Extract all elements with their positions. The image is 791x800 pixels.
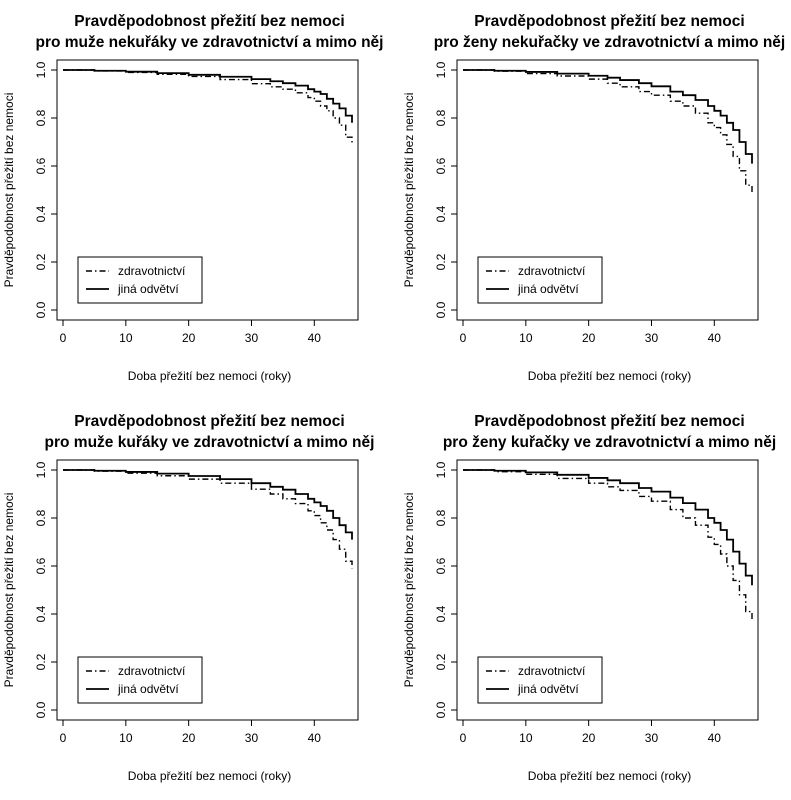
legend: zdravotnictví jiná odvětví [477,656,603,704]
chart-title: Pravděpodobnost přežití bez nemoci [74,13,344,30]
legend-label: jiná odvětví [117,682,179,696]
y-tick-label: 0.8 [434,109,448,126]
x-tick-label: 40 [308,731,322,745]
x-tick-label: 20 [182,331,196,345]
legend-box [477,256,603,304]
y-tick-label: 0.8 [434,509,448,526]
legend: zdravotnictví jiná odvětví [477,256,603,304]
y-axis-label: Pravděpodobnost přežití bez nemoci [2,493,16,688]
chart-subtitle: pro muže kuřáky ve zdravotnictví a mimo … [45,434,375,451]
chart-subtitle: pro ženy nekuřačky ve zdravotnictví a mi… [434,34,785,51]
series-line-jina-odvetvi [63,469,353,540]
x-tick-label: 30 [645,331,659,345]
y-axis-label: Pravděpodobnost přežití bez nemoci [402,93,416,288]
x-tick-label: 0 [460,331,467,345]
y-tick-label: 0.0 [34,701,48,718]
plot-frame [456,59,759,321]
x-tick-label: 20 [182,731,196,745]
plot-frame [56,59,359,321]
x-axis-label: Doba přežití bez nemoci (roky) [528,769,691,783]
x-tick-label: 10 [519,731,533,745]
series-line-zdravotnictvi [63,69,353,145]
legend-label: zdravotnictví [518,664,586,678]
y-tick-label: 0.8 [34,109,48,126]
legend-label: jiná odvětví [517,282,579,296]
y-tick-label: 0.4 [434,605,448,622]
series-line-zdravotnictvi [63,469,353,569]
chart-panel-1: Pravděpodobnost přežití bez nemoci pro mu… [2,13,384,383]
y-tick-label: 0.2 [34,653,48,670]
y-tick-label: 0.6 [34,557,48,574]
legend-box [77,656,203,704]
y-tick-label: 0.6 [34,157,48,174]
y-tick-label: 0.4 [34,205,48,222]
chart-title: Pravděpodobnost přežití bez nemoci [474,13,744,30]
y-tick-label: 1.0 [34,461,48,478]
legend-box [477,656,603,704]
x-tick-label: 0 [460,731,467,745]
legend: zdravotnictví jiná odvětví [77,656,203,704]
chart-title: Pravděpodobnost přežití bez nemoci [474,413,744,430]
legend-label: jiná odvětví [117,282,179,296]
y-tick-label: 0.2 [434,253,448,270]
legend-box [77,256,203,304]
chart-panel-2: Pravděpodobnost přežití bez nemoci pro že… [402,13,785,383]
legend-label: zdravotnictví [118,264,186,278]
chart-subtitle: pro ženy kuřačky ve zdravotnictví a mimo… [443,434,776,451]
y-tick-label: 0.0 [34,301,48,318]
x-tick-label: 10 [519,331,533,345]
chart-title: Pravděpodobnost přežití bez nemoci [74,413,344,430]
y-tick-label: 0.6 [434,157,448,174]
plot-frame [56,459,359,721]
x-tick-label: 20 [582,731,596,745]
series-line-jina-odvetvi [463,69,753,164]
x-tick-label: 10 [119,731,133,745]
chart-panel-4: Pravděpodobnost přežití bez nemoci pro že… [402,413,776,783]
y-tick-label: 1.0 [434,61,448,78]
y-tick-label: 0.4 [434,205,448,222]
y-tick-label: 1.0 [34,61,48,78]
y-tick-label: 0.2 [434,653,448,670]
x-axis-label: Doba přežití bez nemoci (roky) [128,369,291,383]
plot-frame [456,459,759,721]
y-tick-label: 0.2 [34,253,48,270]
y-axis-label: Pravděpodobnost přežití bez nemoci [402,493,416,688]
series-line-jina-odvetvi [63,69,353,123]
x-tick-label: 20 [582,331,596,345]
x-tick-label: 30 [245,731,259,745]
x-tick-label: 0 [60,331,67,345]
legend-label: zdravotnictví [118,664,186,678]
legend-label: zdravotnictví [518,264,586,278]
y-tick-label: 0.8 [34,509,48,526]
series-line-jina-odvetvi [463,469,753,586]
series-line-zdravotnictvi [463,69,753,193]
x-tick-label: 30 [245,331,259,345]
x-axis-label: Doba přežití bez nemoci (roky) [128,769,291,783]
x-tick-label: 40 [708,731,722,745]
y-axis-label: Pravděpodobnost přežití bez nemoci [2,93,16,288]
x-tick-label: 10 [119,331,133,345]
x-tick-label: 40 [308,331,322,345]
x-tick-label: 40 [708,331,722,345]
x-tick-label: 30 [645,731,659,745]
chart-subtitle: pro muže nekuřáky ve zdravotnictví a mim… [35,34,383,51]
y-tick-label: 0.0 [434,701,448,718]
legend-label: jiná odvětví [517,682,579,696]
series-line-zdravotnictvi [463,469,753,622]
x-tick-label: 0 [60,731,67,745]
x-axis-label: Doba přežití bez nemoci (roky) [528,369,691,383]
y-tick-label: 1.0 [434,461,448,478]
chart-panel-3: Pravděpodobnost přežití bez nemoci pro mu… [2,413,374,783]
legend: zdravotnictví jiná odvětví [77,256,203,304]
y-tick-label: 0.6 [434,557,448,574]
y-tick-label: 0.0 [434,301,448,318]
y-tick-label: 0.4 [34,605,48,622]
